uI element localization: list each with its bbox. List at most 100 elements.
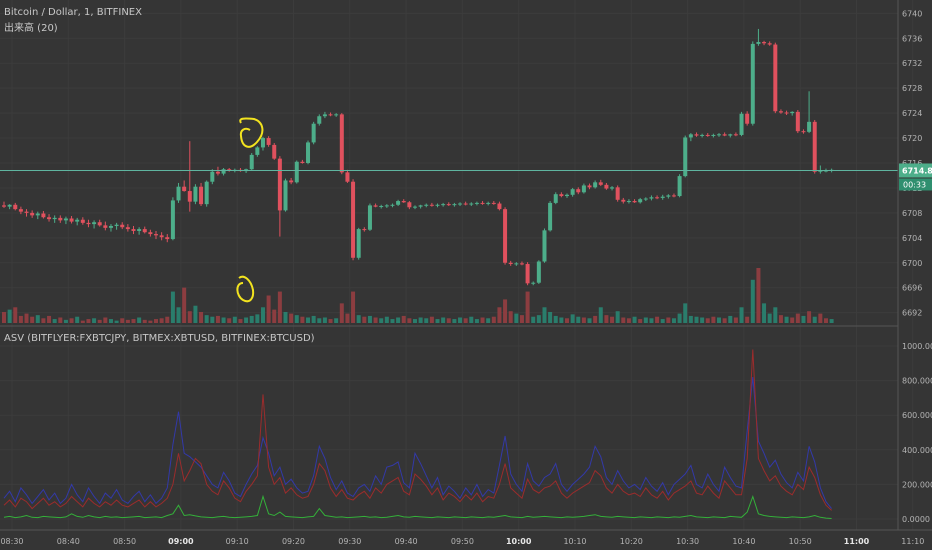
candle: [762, 40, 767, 46]
candle-body: [52, 217, 57, 220]
candle-body: [683, 137, 688, 177]
volume-bar: [41, 318, 46, 323]
volume-bar: [328, 319, 333, 323]
volume-label: 出来高 (20): [4, 21, 58, 34]
volume-bar: [176, 307, 181, 323]
grid-lines: [0, 0, 932, 530]
candle: [643, 197, 648, 202]
time-tick-label: 08:50: [113, 537, 136, 546]
candle: [69, 216, 74, 224]
candle-body: [463, 203, 468, 205]
price-tick-label: 6700: [902, 259, 922, 268]
volume-bar: [24, 313, 29, 323]
candle: [255, 146, 260, 157]
asv-tick-label: 600.0000: [902, 411, 932, 420]
candle-body: [480, 202, 485, 204]
candle-body: [559, 194, 564, 197]
candle: [300, 159, 305, 164]
volume-bar: [277, 291, 282, 323]
volume-bar: [767, 313, 772, 323]
candle: [621, 197, 626, 204]
candle: [58, 215, 63, 223]
time-axis[interactable]: 08:30 08:40 08:50 09:00 09:10 09:20 09:30 09:40…: [0, 537, 932, 546]
candle: [137, 227, 142, 235]
candle-body: [294, 161, 299, 183]
volume-bar: [812, 316, 817, 323]
volume-bar: [114, 320, 119, 323]
candle-body: [97, 222, 102, 226]
volume-bar: [204, 315, 209, 323]
candle-body: [525, 264, 530, 284]
candle: [18, 206, 23, 215]
candle: [733, 132, 738, 137]
candle-body: [581, 185, 586, 193]
volume-bar: [255, 314, 260, 323]
volume-bar: [649, 318, 654, 323]
candle-body: [75, 219, 80, 222]
candle: [722, 132, 727, 137]
volume-bar: [97, 319, 102, 323]
price-tick-label: 6732: [902, 59, 922, 68]
candle-body: [289, 180, 294, 183]
candle-body: [322, 114, 327, 117]
price-tick-label: 6692: [902, 309, 922, 318]
symbol-title: Bitcoin / Dollar, 1, BITFINEX: [4, 7, 142, 18]
candle: [795, 110, 800, 134]
volume-bar: [103, 317, 108, 323]
candle: [717, 133, 722, 137]
candle: [626, 199, 631, 204]
volume-bar: [795, 313, 800, 323]
candle: [756, 28, 761, 46]
volume-bar: [232, 316, 237, 323]
time-tick-label: 10:40: [732, 537, 755, 546]
candle: [199, 182, 204, 207]
candle: [745, 111, 750, 126]
candle: [159, 232, 164, 241]
candle: [30, 210, 35, 218]
volume-bar: [823, 318, 828, 323]
candle: [503, 207, 508, 265]
asv-series-line: [3, 349, 832, 511]
volume-bar: [739, 307, 744, 323]
candle-body: [199, 186, 204, 205]
annotation-circle-top: [239, 117, 264, 148]
candle-body: [446, 204, 451, 206]
candlesticks[interactable]: [2, 28, 834, 286]
volume-bar: [125, 319, 130, 323]
candle-body: [165, 237, 170, 240]
volume-bar: [92, 318, 97, 323]
price-tick-label: 6720: [902, 134, 922, 143]
candle-body: [379, 206, 384, 208]
candle-body: [553, 194, 558, 203]
candle: [7, 204, 12, 210]
candle-body: [24, 211, 29, 213]
volume-bar: [283, 312, 288, 323]
candle-body: [159, 235, 164, 238]
candle: [638, 197, 643, 204]
volume-bar: [221, 317, 226, 323]
asv-lines: [3, 349, 832, 519]
price-tick-label: 6708: [902, 209, 922, 218]
candle: [435, 203, 440, 208]
volume-bar: [610, 316, 615, 323]
volume-bar: [238, 319, 243, 323]
volume-bar: [778, 315, 783, 323]
candle-body: [300, 161, 305, 163]
candle-body: [260, 138, 265, 148]
candle: [328, 112, 333, 117]
candle: [632, 199, 637, 203]
candle: [120, 222, 125, 230]
asv-axis[interactable]: 0.0000 200.0000 400.0000 600.0000 800.0000 10…: [902, 342, 932, 524]
candle: [739, 111, 744, 137]
candle-body: [795, 111, 800, 132]
candle-body: [170, 200, 175, 240]
candle-body: [407, 202, 412, 208]
candle-body: [610, 187, 615, 189]
candle: [367, 203, 372, 231]
candle-body: [86, 222, 91, 225]
candle: [311, 121, 316, 145]
time-tick-label: 09:00: [168, 537, 194, 546]
candle: [480, 201, 485, 205]
volume-bar: [655, 316, 660, 323]
